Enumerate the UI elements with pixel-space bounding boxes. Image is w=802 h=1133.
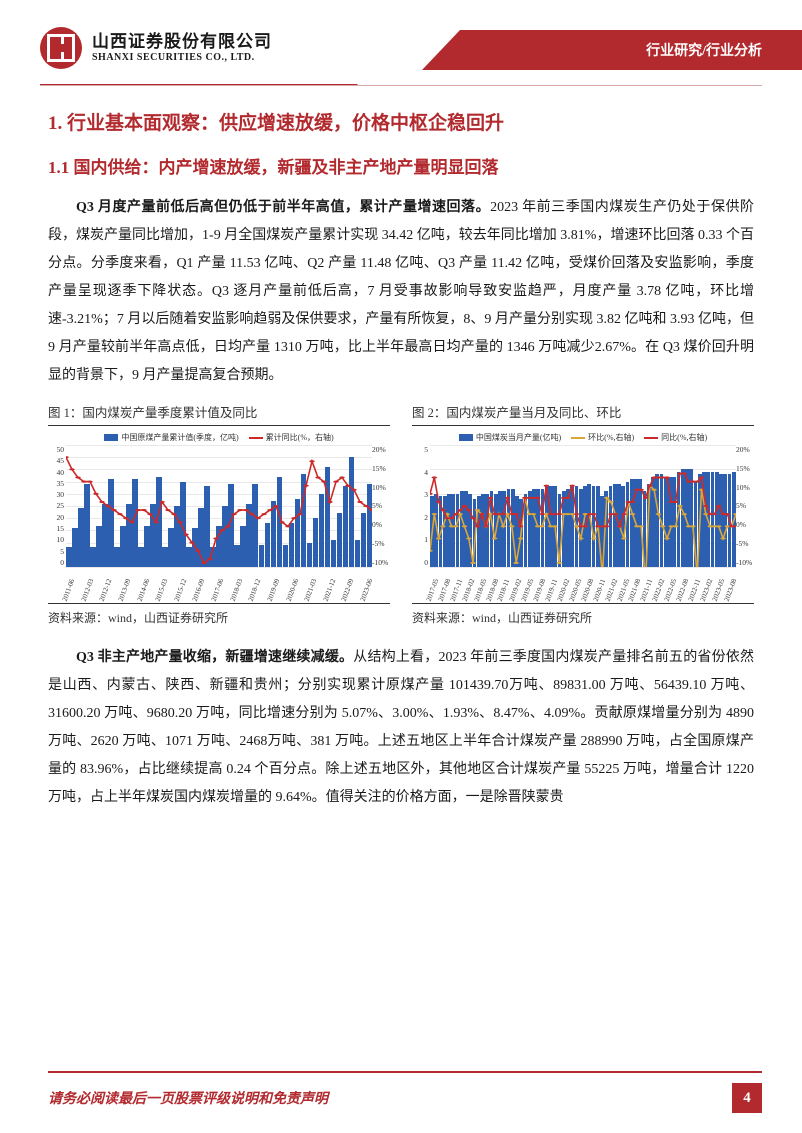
legend-item: 环比(%,右轴) <box>571 432 634 443</box>
chart-1-legend: 中国原煤产量累计值(季度，亿吨) 累计同比(%，右轴) <box>48 432 390 443</box>
legend-item: 中国煤炭当月产量(亿吨) <box>459 432 561 443</box>
legend-item: 同比(%,右轴) <box>644 432 707 443</box>
footer-divider <box>48 1071 762 1073</box>
chart-1-source: 资料来源：wind，山西证券研究所 <box>48 609 390 626</box>
company-name-cn: 山西证券股份有限公司 <box>92 33 272 52</box>
chart-2-xaxis: 2017-052017-082017-112018-022018-052018-… <box>430 570 736 602</box>
chart-2-area: 中国煤炭当月产量(亿吨) 环比(%,右轴) 同比(%,右轴) 54321020%15… <box>412 432 754 604</box>
chart-1-area: 中国原煤产量累计值(季度，亿吨) 累计同比(%，右轴) 5045403530252… <box>48 432 390 604</box>
company-logo-icon <box>40 27 82 69</box>
footer-disclaimer: 请务必阅读最后一页股票评级说明和免责声明 <box>48 1088 328 1108</box>
company-logo-block: 山西证券股份有限公司 SHANXI SECURITIES CO., LTD. <box>40 27 272 69</box>
company-name-en: SHANXI SECURITIES CO., LTD. <box>92 52 272 63</box>
page-content: 1. 行业基本面观察：供应增速放缓，价格中枢企稳回升 1.1 国内供给：内产增速… <box>0 86 802 812</box>
para2-lead-bold: Q3 非主产地产量收缩，新疆增速继续减缓。 <box>76 650 353 665</box>
para2-body: 从结构上看，2023 年前三季度国内煤炭产量排名前五的省份依然是山西、内蒙古、陕… <box>48 650 754 805</box>
chart-2-legend: 中国煤炭当月产量(亿吨) 环比(%,右轴) 同比(%,右轴) <box>412 432 754 443</box>
legend-item: 累计同比(%，右轴) <box>249 432 334 443</box>
paragraph-1: Q3 月度产量前低后高但仍低于前半年高值，累计产量增速回落。2023 年前三季国… <box>48 194 754 390</box>
page-header: 山西证券股份有限公司 SHANXI SECURITIES CO., LTD. <box>0 0 802 78</box>
heading-1: 1. 行业基本面观察：供应增速放缓，价格中枢企稳回升 <box>48 108 754 135</box>
chart-1-plot: 5045403530252015105020%15%10%5%0%-5%-10% <box>66 445 372 567</box>
heading-2: 1.1 国内供给：内产增速放缓，新疆及非主产地产量明显回落 <box>48 153 754 178</box>
paragraph-2: Q3 非主产地产量收缩，新疆增速继续减缓。从结构上看，2023 年前三季度国内煤… <box>48 644 754 812</box>
legend-item: 中国原煤产量累计值(季度，亿吨) <box>104 432 238 443</box>
page-footer: 请务必阅读最后一页股票评级说明和免责声明 4 <box>0 1071 802 1133</box>
chart-1-xaxis: 2011-062012-032012-122013-092014-062015-… <box>66 570 372 602</box>
chart-2-source: 资料来源：wind，山西证券研究所 <box>412 609 754 626</box>
chart-1-title: 图 1：国内煤炭产量季度累计值及同比 <box>48 402 390 426</box>
chart-1-block: 图 1：国内煤炭产量季度累计值及同比 中国原煤产量累计值(季度，亿吨) 累计同比(… <box>48 402 390 626</box>
chart-2-title: 图 2：国内煤炭产量当月及同比、环比 <box>412 402 754 426</box>
para1-body: 2023 年前三季国内煤炭生产仍处于保供阶段，煤炭产量同比增加，1-9 月全国煤… <box>48 200 754 383</box>
para1-lead-bold: Q3 月度产量前低后高但仍低于前半年高值，累计产量增速回落。 <box>76 200 490 215</box>
chart-2-plot: 54321020%15%10%5%0%-5%-10% <box>430 445 736 567</box>
doc-category: 行业研究/行业分析 <box>646 40 762 60</box>
chart-2-block: 图 2：国内煤炭产量当月及同比、环比 中国煤炭当月产量(亿吨) 环比(%,右轴) 同… <box>412 402 754 626</box>
charts-row: 图 1：国内煤炭产量季度累计值及同比 中国原煤产量累计值(季度，亿吨) 累计同比(… <box>48 402 754 626</box>
page-number: 4 <box>732 1083 762 1113</box>
